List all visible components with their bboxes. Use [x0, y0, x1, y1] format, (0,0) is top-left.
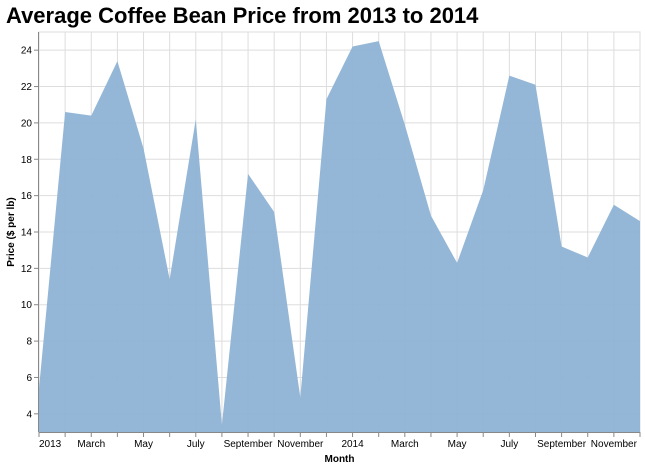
x-tick-label: November — [591, 439, 638, 450]
y-tick-label: 16 — [21, 191, 33, 202]
chart-title: Average Coffee Bean Price from 2013 to 2… — [6, 3, 479, 28]
y-tick-label: 10 — [21, 300, 33, 311]
y-tick-label: 22 — [21, 82, 33, 93]
area-mark — [39, 41, 640, 433]
x-tick-label: July — [187, 439, 205, 450]
x-axis-title: Month — [325, 454, 355, 465]
y-axis: 4 6 8 10 12 14 16 18 20 22 24 — [21, 46, 39, 420]
area-series — [39, 41, 640, 433]
y-tick-label: 20 — [21, 118, 33, 129]
y-tick-label: 8 — [26, 337, 32, 348]
x-axis: 2013 March May July September November 2014 Mar… — [38, 432, 641, 450]
x-tick-label: November — [277, 439, 324, 450]
y-tick-label: 14 — [21, 228, 33, 239]
y-axis-title: Price ($ per lb) — [6, 197, 17, 266]
y-tick-label: 24 — [21, 46, 33, 57]
x-tick-label: March — [391, 439, 419, 450]
y-tick-label: 6 — [26, 373, 32, 384]
y-tick-label: 4 — [26, 409, 32, 420]
x-tick-label: September — [537, 439, 587, 450]
x-tick-label: July — [500, 439, 518, 450]
y-tick-label: 18 — [21, 155, 33, 166]
x-tick-label: March — [77, 439, 105, 450]
y-tick-label: 12 — [21, 264, 33, 275]
x-tick-label: 2014 — [341, 439, 364, 450]
x-tick-label: 2013 — [39, 439, 62, 450]
x-tick-label: September — [224, 439, 274, 450]
x-tick-label: May — [448, 439, 467, 450]
x-tick-label: May — [134, 439, 153, 450]
